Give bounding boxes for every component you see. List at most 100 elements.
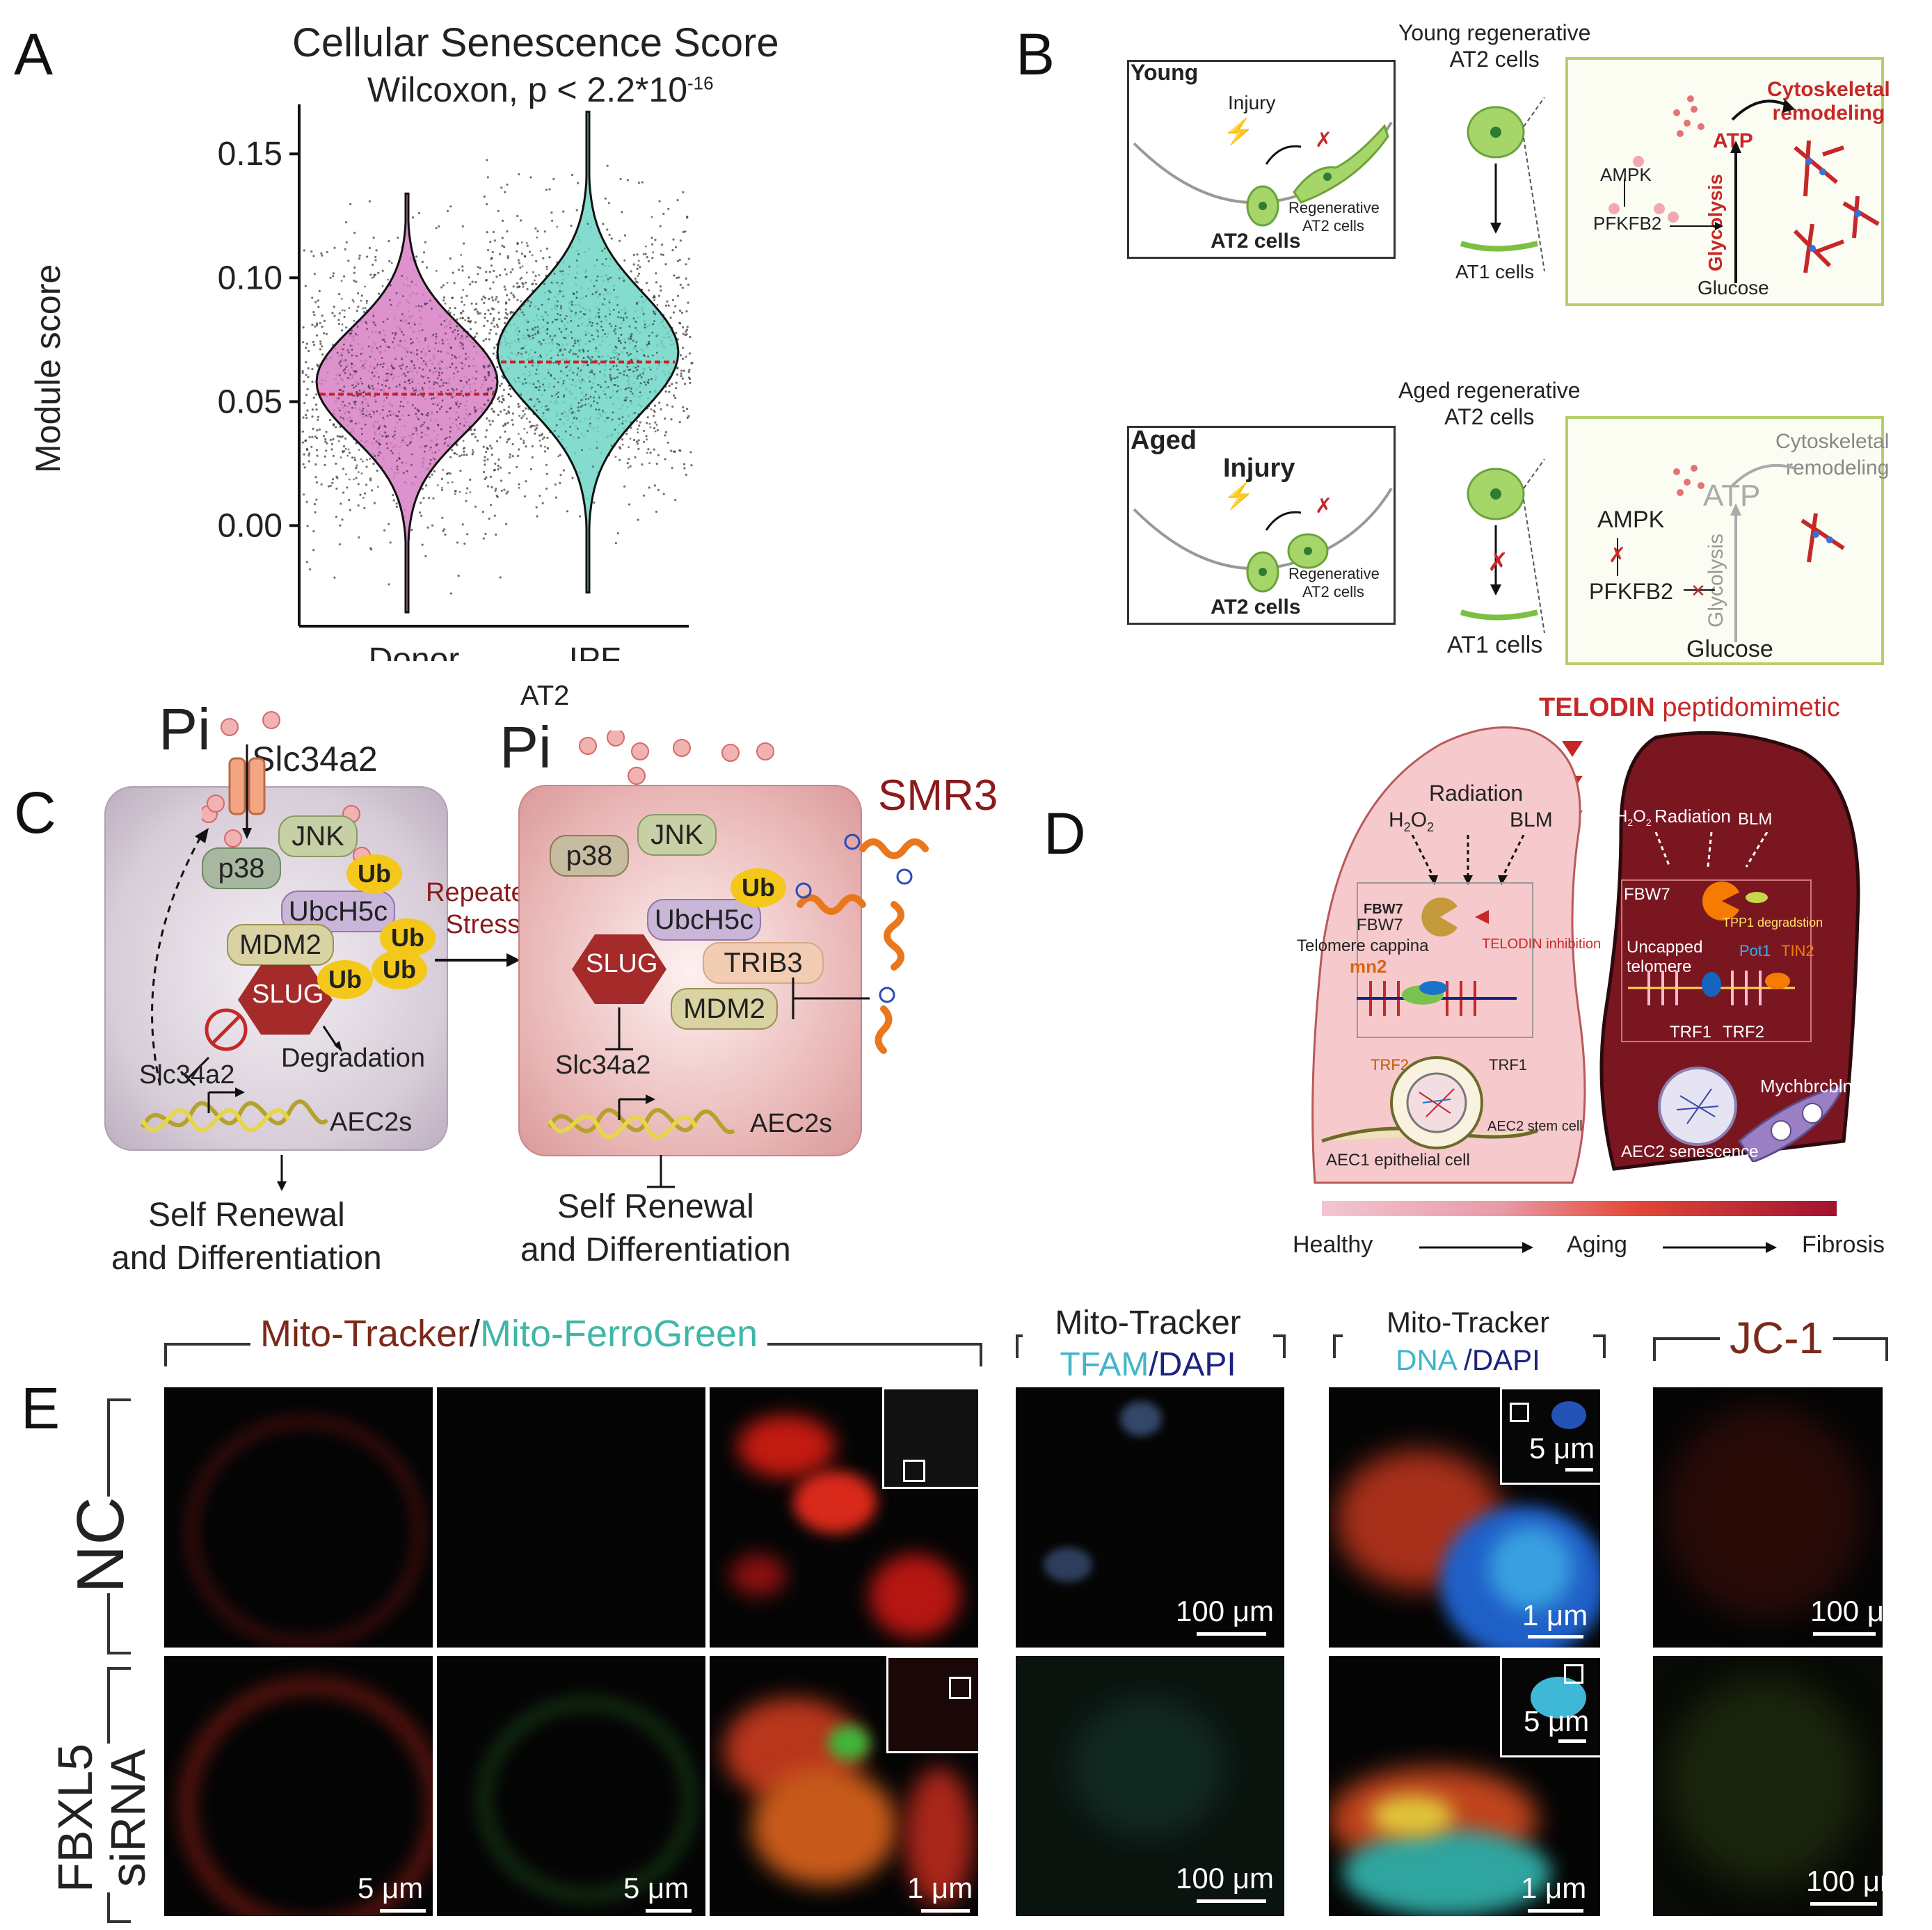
aged-injury-label: Injury xyxy=(1223,454,1295,483)
young-label: Young xyxy=(1131,60,1199,85)
fbw7-healthy-small: FBW7 xyxy=(1364,902,1403,917)
fbw7-healthy: FBW7 xyxy=(1357,916,1403,934)
y-tick-label: 0.00 xyxy=(218,507,282,544)
aec2-stem-cell-icon xyxy=(1321,1056,1538,1149)
y-tick-label: 0.15 xyxy=(218,136,282,173)
slc34a2-gene-left: Slc34a2 xyxy=(139,1060,235,1090)
stress-arrows-healthy xyxy=(1411,835,1525,885)
young-regen-label: Regenerative AT2 cells xyxy=(1288,199,1380,234)
chart-subtitle: Wilcoxon, p < 2.2*10-16 xyxy=(367,70,714,109)
young-injury-label: Injury xyxy=(1228,92,1276,113)
ub-left-4: Ub xyxy=(317,960,373,999)
h2o2-healthy: H2O2 xyxy=(1389,808,1435,834)
micro-si-tfam xyxy=(1016,1656,1284,1916)
hdr1: Mito-Tracker/Mito-FerroGreen xyxy=(250,1312,768,1355)
blm-healthy: BLM xyxy=(1510,808,1553,831)
scalebar-si-dna xyxy=(1528,1909,1583,1913)
trf2-fibrotic: TRF2 xyxy=(1723,1023,1764,1042)
jnk-left: JNK xyxy=(278,815,358,857)
young-glucose: Glucose xyxy=(1698,277,1769,298)
panel-label-b: B xyxy=(1016,22,1055,87)
young-regen-title: Young regenerative AT2 cells xyxy=(1398,20,1591,72)
micro-nc-dna xyxy=(1329,1387,1600,1648)
trf2-healthy: TRF2 xyxy=(1371,1056,1409,1074)
aged-cyto-label: Cytoskeletal remodeling xyxy=(1775,430,1890,479)
mdm2-left: MDM2 xyxy=(227,924,334,966)
violin-ipf xyxy=(496,111,680,594)
young-ampk: AMPK xyxy=(1600,164,1652,185)
stress-arrows-fibrotic xyxy=(1654,832,1769,868)
lung-fibrotic xyxy=(1599,731,1860,1171)
p38-right: p38 xyxy=(550,835,629,877)
young-metabolism-diagram xyxy=(1608,95,1880,283)
pot1-label: Pot1 xyxy=(1739,942,1771,959)
violin-chart: 0.00 0.05 0.10 0.15 Donor IPF xyxy=(218,104,694,661)
scalebar-si-dna-inset xyxy=(1558,1739,1586,1743)
telomere-fibrotic-icon xyxy=(1628,971,1795,1005)
dna-right xyxy=(548,1094,735,1140)
scale-nc-dna-inset: 5 μm xyxy=(1529,1432,1595,1465)
aged-at1-cells: AT1 cells xyxy=(1447,632,1543,658)
aec2s-right: AEC2s xyxy=(750,1109,833,1138)
scalebar-nc-tfam xyxy=(1197,1632,1266,1636)
p38-left: p38 xyxy=(202,847,281,889)
svg-text:✗: ✗ xyxy=(1608,544,1626,567)
radiation-healthy: Radiation xyxy=(1429,781,1524,806)
panel-label-d: D xyxy=(1044,801,1086,866)
scale-nc-jc1: 100 μm xyxy=(1810,1595,1908,1627)
aec2s-left: AEC2s xyxy=(330,1108,413,1137)
scalebar-si-mitotracker xyxy=(380,1909,426,1913)
aged-regen-title: Aged regenerative AT2 cells xyxy=(1398,378,1581,429)
fbw7-fibrotic: FBW7 xyxy=(1624,885,1670,904)
aec1-label: AEC1 epithelial cell xyxy=(1326,1151,1470,1170)
slc34a2-transporter-label: Slc34a2 xyxy=(252,740,378,779)
self-renewal-left: Self Renewal and Differentiation xyxy=(111,1197,382,1277)
panel-label-e: E xyxy=(21,1375,61,1441)
scale-si-merge: 1 μm xyxy=(907,1872,973,1904)
scalebar-si-merge xyxy=(921,1909,970,1913)
telodin-title: TELODIN peptidomimetic xyxy=(1539,693,1840,722)
svg-text:✕: ✕ xyxy=(1691,580,1706,601)
aged-label: Aged xyxy=(1131,426,1197,455)
aec2-senescence: AEC2 senescence xyxy=(1621,1142,1759,1161)
micro-nc-merge xyxy=(710,1387,978,1648)
ub-left-2: Ub xyxy=(380,918,436,957)
panel-label-c: C xyxy=(14,780,56,845)
young-at2-to-at1 xyxy=(1460,97,1545,272)
x-tick-label: IPF xyxy=(569,641,621,661)
telodin-inhibition: TELODIN inhibition xyxy=(1482,936,1602,952)
slug-left: SLUG xyxy=(252,980,324,1009)
scalebar-nc-dna-inset xyxy=(1565,1468,1593,1472)
ubch5c-right: UbcH5c xyxy=(647,899,761,941)
pi-right: Pi xyxy=(500,715,552,780)
x-tick-label: Donor xyxy=(369,641,460,661)
tpp1-degradation-icon xyxy=(1702,882,1768,920)
aged-glucose: Glucose xyxy=(1686,636,1773,662)
young-lung-curve: ✗ xyxy=(1133,121,1393,227)
slug-hexagon-left xyxy=(238,965,333,1035)
svg-text:✗: ✗ xyxy=(1487,548,1508,576)
scale-si-ferrogreen: 5 μm xyxy=(623,1872,689,1904)
ubch5c-left: UbcH5c xyxy=(281,891,395,932)
panel-label-a: A xyxy=(14,22,54,87)
aged-ampk: AMPK xyxy=(1597,507,1665,533)
scale-nc-dna: 1 μm xyxy=(1522,1599,1588,1632)
young-at1-cells: AT1 cells xyxy=(1455,261,1535,282)
tpp1-degradation: TPP1 degradstion xyxy=(1723,916,1823,930)
radiation-fibrotic: Radiation xyxy=(1654,806,1731,827)
row1-label: NC xyxy=(63,1497,139,1593)
slc34a2-transporter-icon xyxy=(202,711,280,839)
aged-lightning-icon: ⚡ xyxy=(1223,481,1254,510)
pacman-fbw7-icon xyxy=(1421,898,1489,936)
micro-si-merge xyxy=(710,1656,978,1916)
slug-right: SLUG xyxy=(586,949,658,978)
blm-fibrotic: BLM xyxy=(1738,810,1773,829)
scalebar-nc-dna xyxy=(1528,1635,1583,1638)
smr3-label: SMR3 xyxy=(878,772,998,820)
aged-metabolism-diagram: ✗ ✕ xyxy=(1608,463,1845,642)
slug-hexagon-right xyxy=(572,934,666,1004)
pi-left: Pi xyxy=(159,696,211,762)
uncapped-telomere: Uncapped telomere xyxy=(1627,938,1703,976)
aging-label: Aging xyxy=(1567,1231,1627,1258)
mychbrcblnts-label: Mychbrcblnts xyxy=(1760,1076,1867,1096)
